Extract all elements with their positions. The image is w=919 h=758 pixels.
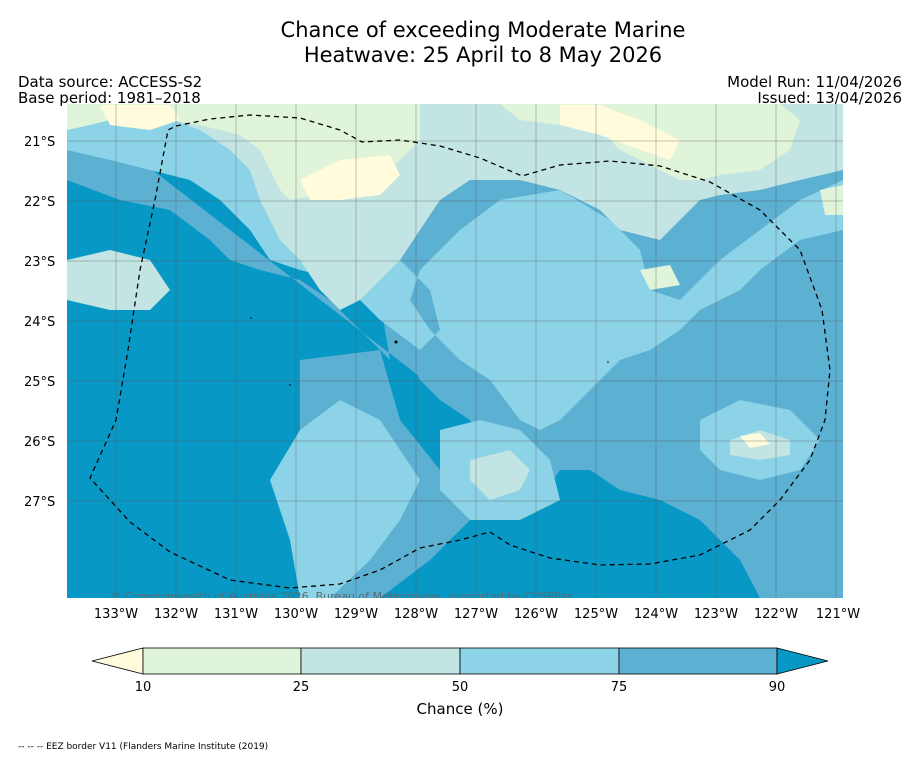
eez-footnote: -- -- -- EEZ border V11 (Flanders Marine… (18, 742, 269, 752)
map-title: Chance of exceeding Moderate Marine Heat… (0, 18, 919, 68)
lon-label-133w: 133°W (94, 607, 138, 622)
lat-label-23s: 23°S (24, 255, 55, 270)
issued-date: Issued: 13/04/2026 (757, 89, 902, 107)
lon-label-131w: 131°W (214, 607, 258, 622)
colorbar (91, 647, 829, 675)
colorbar-tick-25: 25 (293, 680, 310, 695)
longitude-labels: 133°W 132°W 131°W 130°W 129°W 128°W 127°… (94, 607, 860, 622)
colorbar-label: Chance (%) (417, 700, 504, 718)
model-run: Model Run: 11/04/2026 (727, 73, 902, 91)
map-area: © Commonwealth of Australia 2026, Bureau… (67, 104, 843, 603)
lon-label-132w: 132°W (154, 607, 198, 622)
lon-label-128w: 128°W (394, 607, 438, 622)
lat-label-22s: 22°S (24, 195, 55, 210)
colorbar-segment-25-50 (300, 647, 461, 675)
meta-left: Data source: ACCESS-S2 Base period: 1981… (18, 74, 202, 106)
colorbar-segment-10-25 (142, 647, 302, 675)
title-line-2: Heatwave: 25 April to 8 May 2026 (303, 43, 663, 67)
lat-label-27s: 27°S (24, 495, 55, 510)
lon-label-126w: 126°W (514, 607, 558, 622)
colorbar-extend-high (776, 647, 829, 675)
meta-right: Model Run: 11/04/2026 Issued: 13/04/2026 (640, 74, 902, 106)
lon-label-123w: 123°W (694, 607, 738, 622)
band-25-50-region (67, 104, 843, 500)
colorbar-segment-50-75 (459, 647, 620, 675)
colorbar-segment-75-90 (618, 647, 778, 675)
islands (250, 317, 609, 386)
copyright-text: © Commonwealth of Australia 2026, Bureau… (110, 590, 573, 603)
lat-label-24s: 24°S (24, 315, 55, 330)
lon-label-124w: 124°W (634, 607, 678, 622)
data-source: Data source: ACCESS-S2 (18, 73, 203, 91)
colorbar-tick-50: 50 (452, 680, 469, 695)
graticule (67, 104, 843, 598)
lon-label-129w: 129°W (334, 607, 378, 622)
lon-label-122w: 122°W (754, 607, 798, 622)
colorbar-ticks: 10 25 50 75 90 (135, 680, 786, 695)
title-line-1: Chance of exceeding Moderate Marine (280, 18, 686, 42)
base-period: Base period: 1981–2018 (18, 89, 201, 107)
lon-label-130w: 130°W (274, 607, 318, 622)
colorbar-extend-low (91, 647, 144, 675)
eez-border-line (89, 114, 831, 589)
colorbar-tick-90: 90 (769, 680, 786, 695)
lat-label-21s: 21°S (24, 135, 55, 150)
colorbar-tick-75: 75 (611, 680, 628, 695)
lon-label-121w: 121°W (816, 607, 860, 622)
lat-label-26s: 26°S (24, 435, 55, 450)
lon-label-127w: 127°W (454, 607, 498, 622)
colorbar-tick-10: 10 (135, 680, 152, 695)
lat-label-25s: 25°S (24, 375, 55, 390)
lon-label-125w: 125°W (574, 607, 618, 622)
latitude-labels: 21°S 22°S 23°S 24°S 25°S 26°S 27°S (24, 135, 55, 510)
band-50-75-region (67, 104, 843, 598)
